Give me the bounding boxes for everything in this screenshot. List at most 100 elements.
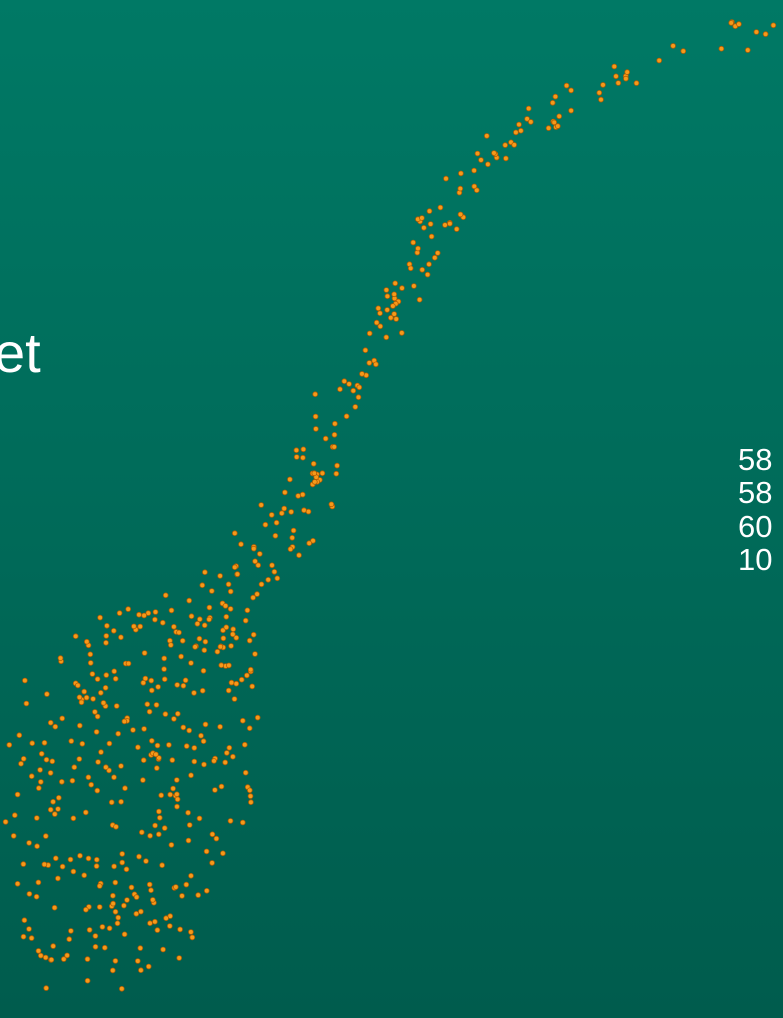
map-dot — [250, 631, 257, 638]
map-dot — [366, 360, 373, 366]
map-dot — [305, 508, 312, 515]
map-dot — [252, 558, 258, 565]
map-dot — [139, 829, 145, 836]
map-dot — [119, 851, 125, 857]
map-dot — [142, 675, 149, 682]
map-dot — [196, 815, 203, 822]
map-dot — [313, 426, 319, 432]
map-dot — [457, 185, 464, 192]
map-dot — [41, 861, 48, 868]
map-dot — [736, 21, 742, 27]
map-dot — [200, 667, 207, 674]
map-dot — [178, 653, 184, 660]
map-dot — [183, 881, 190, 888]
map-dot — [192, 644, 198, 650]
map-dot — [563, 82, 570, 89]
map-dot — [146, 881, 153, 888]
map-dot — [244, 607, 251, 614]
map-dot — [66, 936, 72, 942]
map-dot — [37, 779, 44, 785]
map-dot — [174, 682, 181, 688]
map-dot — [171, 716, 177, 722]
map-dot — [147, 832, 153, 839]
map-dot — [240, 819, 246, 826]
map-dot — [524, 116, 530, 122]
map-dot — [118, 798, 124, 805]
map-dot — [240, 717, 246, 724]
map-dot — [84, 956, 91, 962]
map-dot — [247, 666, 254, 673]
map-dot — [160, 619, 166, 626]
map-dot — [111, 863, 117, 870]
map-dot — [116, 610, 123, 616]
map-dot — [188, 929, 194, 935]
map-dot — [250, 594, 256, 601]
map-dot — [287, 476, 293, 483]
map-dot — [556, 113, 562, 120]
map-dot — [238, 541, 244, 547]
map-dot — [176, 955, 183, 961]
map-dot — [112, 908, 119, 915]
map-dot — [516, 121, 522, 128]
map-dot — [94, 713, 101, 720]
map-dot — [185, 837, 192, 844]
map-dot — [115, 914, 121, 921]
map-dot — [124, 897, 130, 903]
map-dot — [47, 770, 54, 776]
map-dot — [191, 758, 198, 765]
map-dot — [272, 532, 279, 539]
map-dot — [122, 785, 128, 791]
map-dot — [511, 142, 518, 148]
map-dot — [471, 167, 477, 174]
map-dot — [225, 581, 232, 588]
map-dot — [110, 900, 116, 907]
map-dot — [161, 655, 168, 662]
map-dot — [186, 597, 193, 604]
map-dot — [180, 724, 187, 731]
map-dot — [356, 384, 363, 391]
map-dot — [159, 862, 165, 868]
map-dot — [87, 660, 94, 666]
map-dot — [35, 948, 42, 954]
map-dot — [306, 540, 313, 546]
map-dot — [183, 743, 190, 749]
map-dot — [249, 683, 256, 690]
map-dot — [185, 809, 191, 816]
map-dot — [23, 700, 30, 707]
map-dot — [202, 569, 208, 575]
list-item: 60 — [738, 509, 772, 544]
map-dot — [287, 546, 294, 552]
map-dot — [228, 643, 234, 649]
map-dot — [113, 823, 119, 830]
map-dot — [226, 744, 233, 751]
map-dot — [85, 855, 92, 862]
map-dot — [419, 215, 425, 221]
map-dot — [762, 31, 769, 37]
map-dot — [83, 809, 89, 816]
map-dot — [10, 833, 17, 839]
map-dot — [156, 831, 162, 838]
map-dot — [157, 814, 163, 821]
map-dot — [14, 880, 21, 887]
map-dot — [60, 956, 67, 962]
map-dot — [83, 906, 89, 913]
map-dot — [188, 772, 194, 779]
map-dot — [112, 675, 119, 682]
map-dot — [551, 119, 557, 126]
map-dot — [391, 311, 398, 317]
map-dot — [246, 637, 253, 644]
map-dot — [37, 952, 44, 959]
map-dot — [22, 677, 28, 684]
map-dot — [84, 638, 90, 645]
map-dot — [252, 651, 258, 657]
map-dot — [623, 75, 629, 82]
map-dot — [154, 742, 161, 749]
map-dot — [615, 80, 622, 86]
map-dot — [6, 742, 13, 748]
map-dot — [426, 208, 433, 214]
map-dot — [278, 510, 285, 517]
map-dot — [174, 777, 180, 783]
map-dot — [633, 80, 640, 86]
map-dot — [112, 958, 119, 964]
map-dot — [217, 573, 223, 579]
